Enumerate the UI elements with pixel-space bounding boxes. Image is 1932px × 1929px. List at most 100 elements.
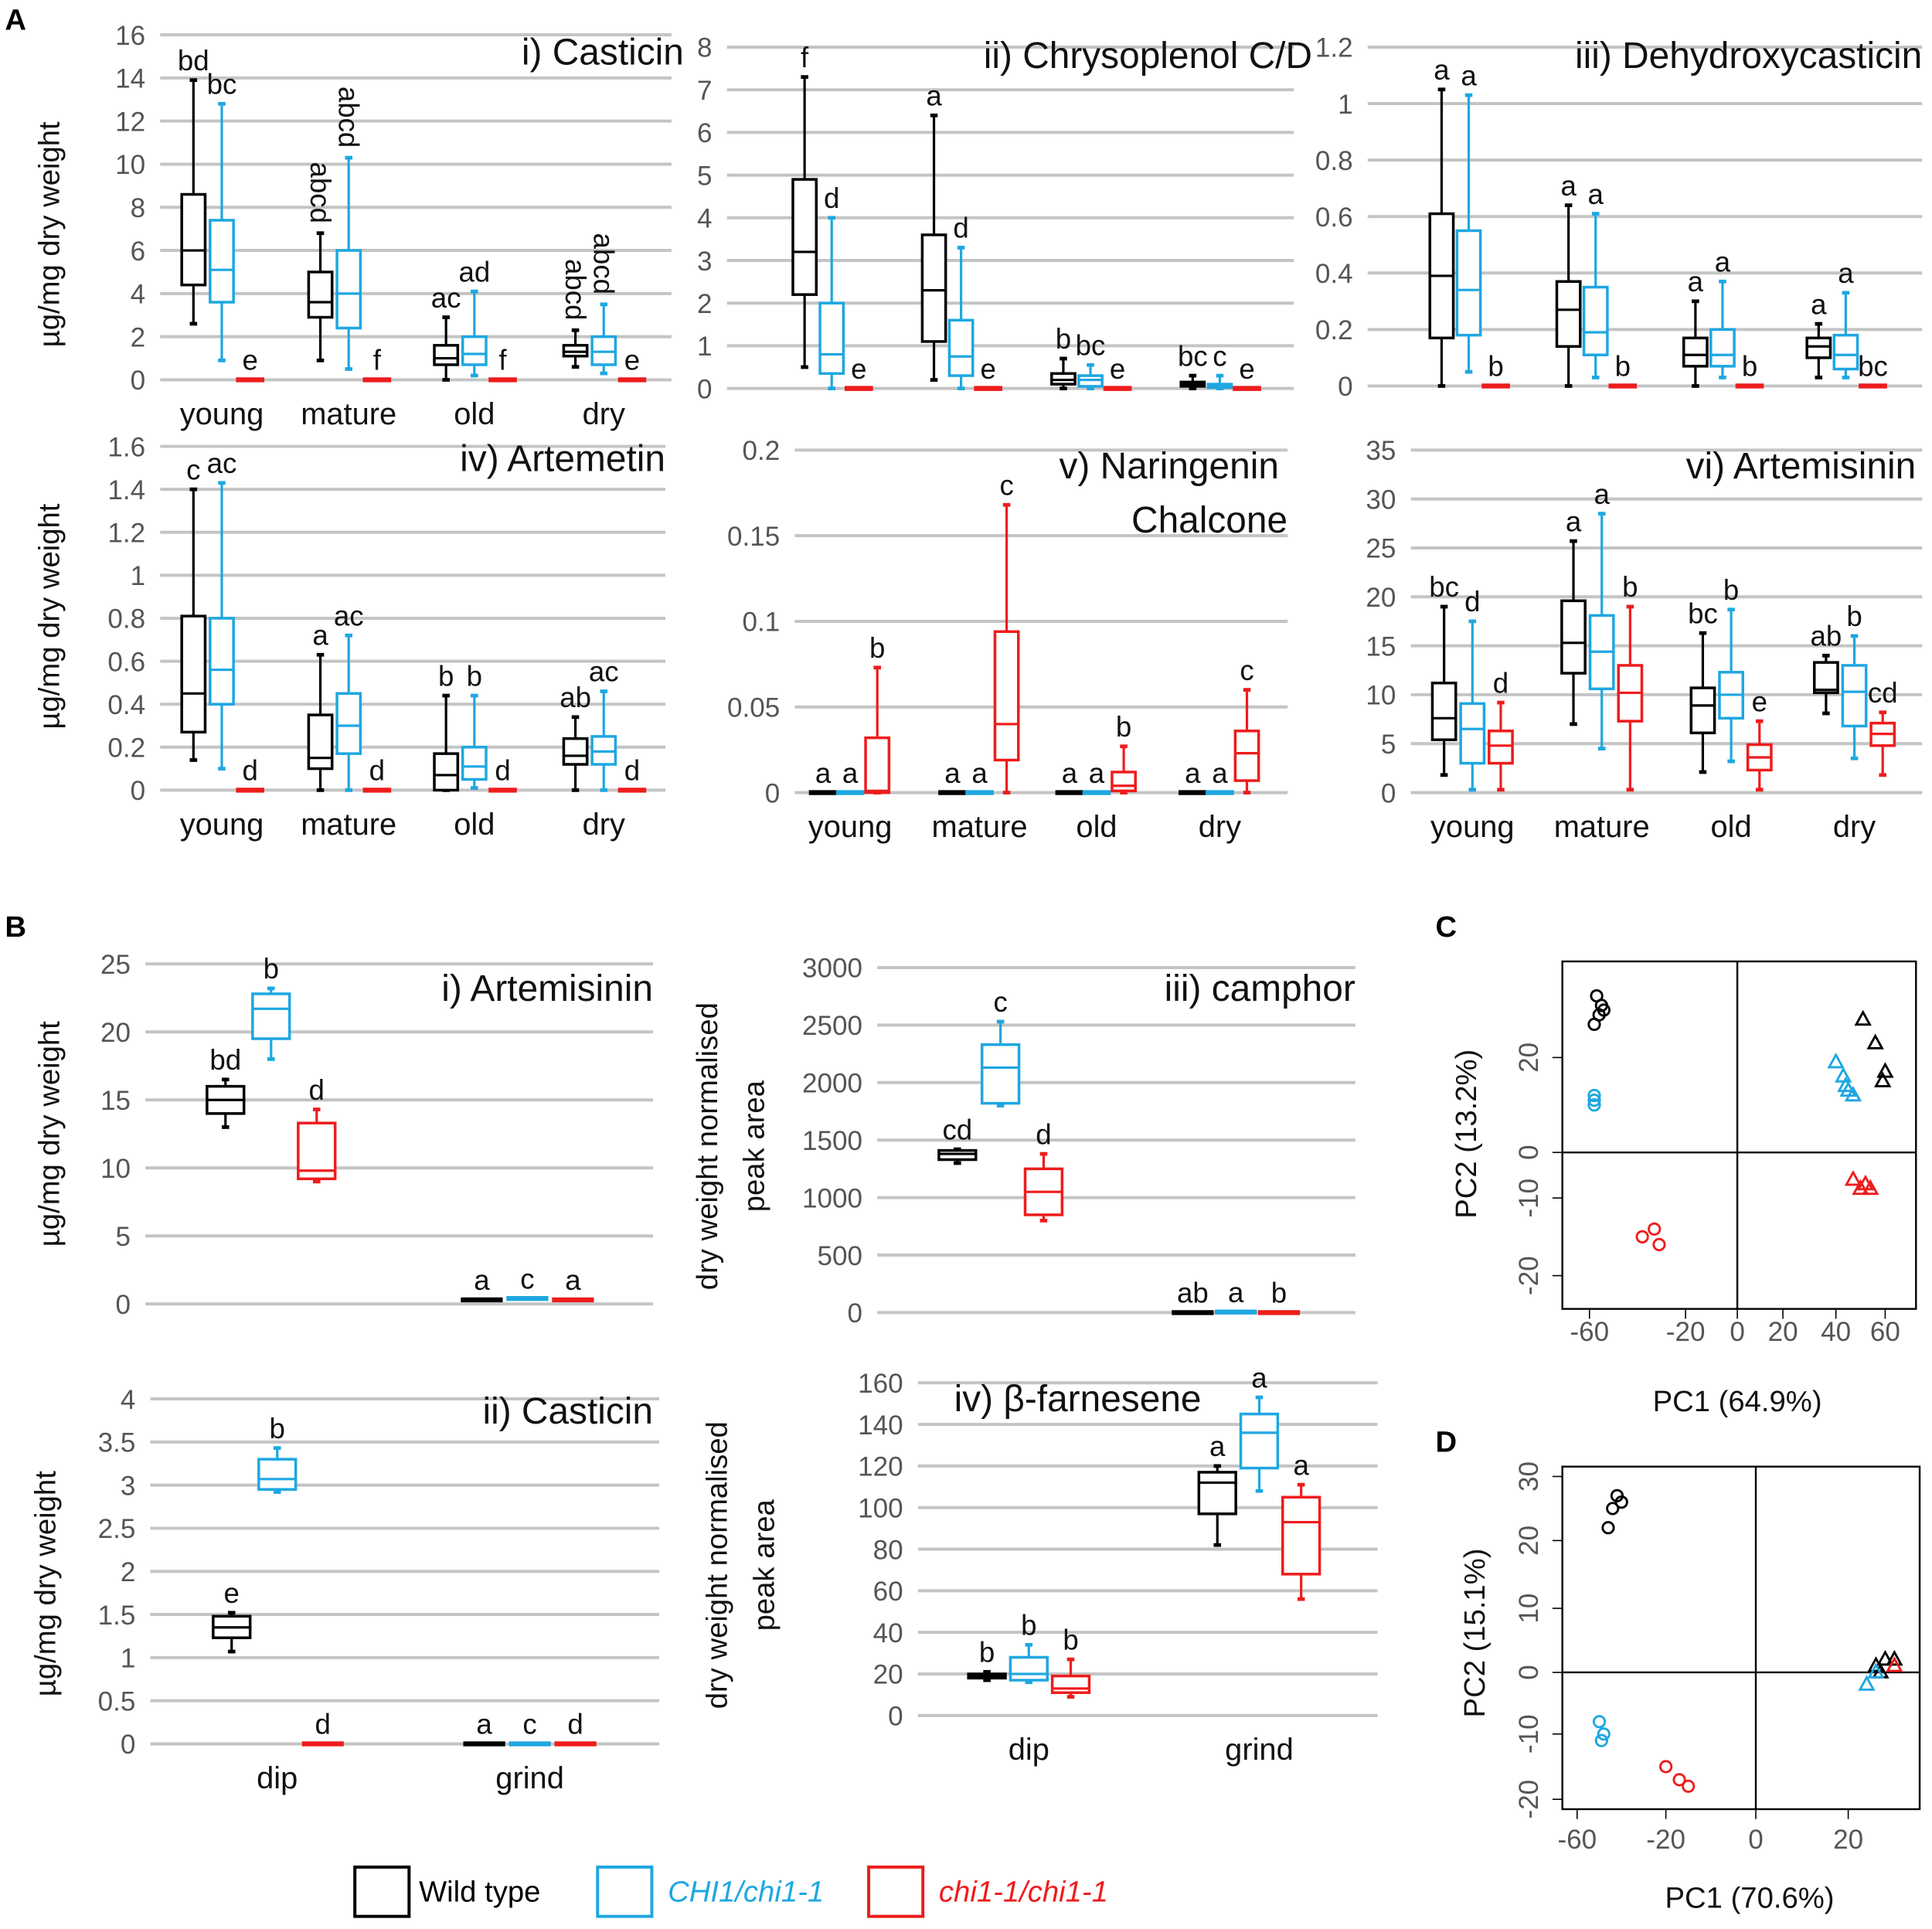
box-old-series-0: a (1055, 757, 1084, 795)
box-dry-series-0: ab (560, 682, 591, 792)
legend-label-wild-type: Wild type (419, 1876, 540, 1909)
y-tick-label: 0.8 (1315, 146, 1353, 176)
x-category-label: young (1430, 810, 1515, 844)
box-undefined-series-2: a (552, 1264, 594, 1303)
box-iqr (1805, 336, 1832, 359)
significance-letter: a (1212, 757, 1228, 789)
significance-letter: c (186, 454, 200, 485)
box-undefined-series-1: a (1455, 60, 1482, 374)
significance-letter: b (979, 1637, 995, 1669)
chart-title: Chalcone (1131, 500, 1287, 541)
point-triangle (1858, 1675, 1876, 1691)
box-iqr (1582, 285, 1609, 356)
significance-letter: a (1715, 246, 1731, 277)
significance-letter: bc (1429, 571, 1459, 603)
significance-letter: e (242, 345, 257, 376)
significance-letter: b (264, 953, 279, 985)
x-category-label: dry (583, 397, 625, 431)
y-tick-label: 2 (697, 289, 713, 319)
y-tick-label: 1000 (802, 1183, 862, 1213)
y-tick-label: 5 (1381, 730, 1396, 760)
y-tick-label: 160 (858, 1369, 903, 1399)
y-tick-label: 1.5 (98, 1601, 136, 1631)
point-circle (1587, 1017, 1601, 1032)
y-tick-label: 7 (697, 76, 713, 106)
y-axis-label: µg/mg dry weight (29, 1471, 63, 1696)
box-grind-series-0: a (1197, 1431, 1237, 1547)
significance-letter: a (1251, 1362, 1267, 1393)
x-tick-label: 0 (1748, 1825, 1764, 1855)
box-undefined-series-2: b (1257, 1277, 1301, 1315)
chart-d: -60 -20 0 20 30 20 10 0 -10 -20 PC1 (70.6%) PC2 (15… (1458, 1461, 1921, 1915)
box-undefined-series-1: a (1832, 257, 1859, 379)
box-dip-series-1: b (257, 1413, 298, 1494)
y-tick-label: 3.5 (98, 1428, 136, 1458)
significance-letter: d (369, 755, 385, 787)
box-iqr (1832, 333, 1859, 371)
significance-letter: b (467, 660, 482, 692)
significance-letter: c (1240, 655, 1253, 686)
chart-a-i: 0 2 4 6 8 10 12 14 16 i) Casticin µg/mg dry weight… (33, 21, 684, 431)
significance-letter: a (1560, 170, 1577, 202)
box-iqr (947, 318, 975, 377)
point-circle (1648, 1222, 1662, 1236)
y-tick-label: 25 (100, 950, 131, 980)
point-circle (1594, 1733, 1608, 1747)
y-tick-label: 14 (115, 64, 145, 94)
box-grind-series-2: a (1281, 1449, 1321, 1601)
box-mature-series-0: a (1560, 505, 1587, 726)
box-young-series-2: b (864, 632, 891, 794)
significance-letter: a (476, 1709, 492, 1740)
significance-letter: d (1036, 1118, 1051, 1150)
x-category-label: young (808, 810, 893, 844)
y-tick-label: 4 (697, 204, 713, 234)
box-undefined-series-0: bd (206, 1044, 246, 1129)
legend-swatch-het (596, 1865, 654, 1918)
y-tick-label: 30 (1366, 485, 1396, 515)
box-old-series-0: ac (431, 282, 461, 382)
box-undefined-series-0: a (920, 80, 947, 382)
significance-letter: c (999, 470, 1013, 502)
box-iqr (180, 614, 207, 734)
significance-letter: a (1461, 60, 1477, 91)
significance-letter: d (1464, 586, 1480, 617)
y-tick-label: 6 (697, 118, 713, 148)
box-dry-series-1: abcd (587, 233, 619, 376)
box-dry-series-1: ac (589, 656, 619, 792)
x-tick-label: -20 (1666, 1317, 1706, 1347)
box-iqr (307, 270, 334, 319)
significance-letter: ac (334, 600, 364, 631)
y-tick-label: 0 (888, 1702, 903, 1732)
y-tick-label: 2 (131, 322, 146, 352)
box-undefined-series-0: a (1428, 54, 1455, 388)
point-circle (1597, 1727, 1611, 1741)
y-tick-label: 1.2 (107, 519, 145, 549)
box-iqr (1560, 599, 1587, 675)
box-dry-series-0: abcd (560, 259, 591, 369)
box-undefined-series-0: a (1805, 288, 1832, 379)
point-circle (1587, 1088, 1601, 1103)
point-triangle (1852, 1179, 1869, 1196)
box-iqr (433, 752, 460, 792)
significance-letter: ab (560, 682, 591, 713)
x-category-label: old (1076, 810, 1117, 844)
significance-letter: e (224, 1577, 240, 1609)
box-dry-series-1: a (1206, 757, 1234, 795)
significance-letter: f (801, 42, 809, 73)
y-tick-label: 0.4 (1315, 259, 1353, 289)
box-dry-series-2: e (617, 345, 647, 383)
significance-letter: a (1209, 1431, 1226, 1462)
box-old-series-0: b (433, 660, 460, 792)
x-category-label: mature (1554, 810, 1650, 844)
x-category-label: mature (301, 808, 396, 842)
chart-a-vi: 0 5 10 15 20 25 30 35 vi) Artemisinin young mature… (1366, 436, 1923, 844)
y-tick-label: 0.2 (742, 436, 780, 466)
chart-title: i) Casticin (522, 32, 684, 73)
box-iqr (1239, 1412, 1280, 1470)
significance-letter: a (1062, 757, 1078, 789)
box-undefined-series-1: a (1582, 179, 1609, 379)
significance-letter: b (1056, 323, 1071, 355)
x-tick-label: -20 (1646, 1825, 1685, 1855)
box-young-series-1: a (835, 757, 865, 795)
significance-letter: d (953, 213, 968, 244)
